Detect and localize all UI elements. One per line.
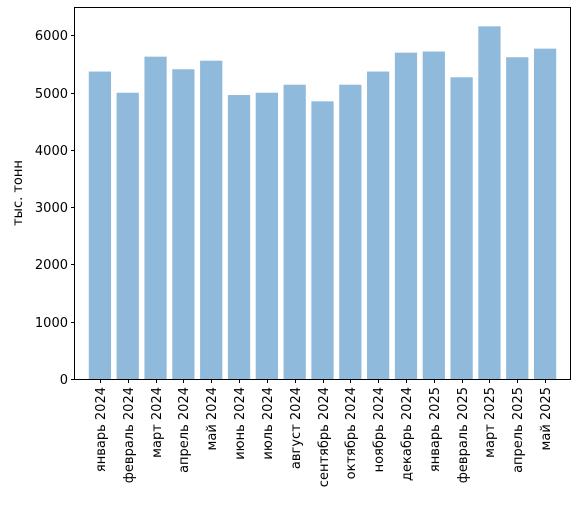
x-tick-label: май 2025 (539, 387, 554, 450)
x-axis: январь 2024 февраль 2024 март 2024 апрель 2… (94, 379, 554, 487)
plot-frame (74, 7, 571, 380)
bar (450, 77, 473, 379)
y-tick-label: 5000 (35, 87, 68, 102)
bar (255, 92, 278, 380)
bar (394, 52, 418, 379)
x-tick-label: февраль 2025 (456, 387, 471, 483)
x-tick-label: февраль 2024 (122, 387, 137, 483)
x-tick-label: апрель 2024 (177, 387, 192, 473)
x-tick-label: апрель 2025 (511, 387, 526, 473)
y-tick-label: 6000 (35, 29, 68, 44)
bar (227, 95, 251, 379)
bar (533, 48, 557, 380)
bar (311, 101, 334, 379)
x-tick-label: июнь 2024 (233, 387, 248, 460)
y-tick-label: 2000 (35, 258, 68, 273)
x-tick-label: август 2024 (289, 387, 304, 469)
bar (478, 26, 501, 380)
x-tick-label: март 2024 (150, 387, 165, 458)
x-tick-label: июль 2024 (261, 387, 276, 460)
bar (283, 84, 306, 379)
bar (172, 69, 195, 379)
x-tick-label: май 2024 (205, 387, 220, 450)
x-tick-label: октябрь 2024 (344, 387, 359, 479)
y-tick-label: 4000 (35, 144, 68, 159)
y-axis: 0 1000 2000 3000 4000 5000 6000 (35, 29, 75, 388)
y-tick-label: 3000 (35, 201, 68, 216)
y-tick-label: 1000 (35, 316, 68, 331)
bar (144, 56, 167, 379)
bar (367, 71, 390, 379)
bar (422, 51, 445, 380)
x-tick-label: март 2025 (483, 387, 498, 458)
x-tick-label: ноябрь 2024 (372, 387, 387, 472)
y-tick-label: 0 (60, 373, 68, 388)
bar (506, 57, 529, 379)
bar (339, 84, 362, 379)
bars-group (88, 26, 557, 380)
x-tick-label: январь 2024 (94, 387, 109, 472)
bar (200, 60, 223, 379)
x-tick-label: сентябрь 2024 (317, 387, 332, 487)
x-tick-label: январь 2025 (428, 387, 443, 472)
x-tick-label: декабрь 2024 (400, 387, 415, 481)
y-axis-label: тыс. тонн (11, 160, 26, 226)
bar (116, 92, 139, 380)
bar (88, 71, 112, 379)
